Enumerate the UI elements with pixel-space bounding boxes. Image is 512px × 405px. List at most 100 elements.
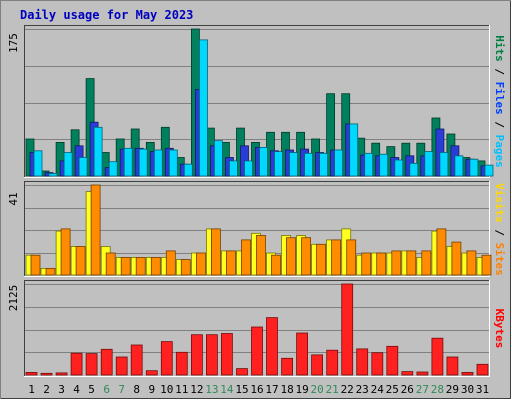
bar-sites-day-2 (45, 267, 56, 276)
bar-kbytes-day-14 (220, 333, 233, 376)
bar-pages-day-10 (168, 149, 178, 177)
bar-kbytes-day-26 (401, 371, 414, 376)
bar-kbytes-day-23 (356, 348, 369, 376)
bar-pages-day-13 (213, 140, 223, 177)
legend-item-visits: Visits (493, 183, 506, 223)
panel-legend: Visits / Sites (493, 183, 506, 276)
bar-pages-day-28 (439, 152, 449, 177)
bar-pages-day-16 (259, 146, 268, 177)
bar-sites-day-15 (241, 239, 251, 276)
bar-pages-day-7 (123, 147, 133, 177)
bar-pages-day-3 (63, 152, 73, 177)
panel-kbytes: 2125 KBytes (7, 280, 506, 377)
bar-kbytes-day-30 (461, 371, 474, 376)
x-tick-label-day-15: 15 (235, 383, 248, 396)
bar-sites-day-19 (301, 237, 312, 276)
x-tick-label-day-26: 26 (401, 383, 414, 396)
bar-sites-day-22 (346, 239, 357, 276)
bar-kbytes-day-8 (130, 344, 143, 376)
legend-item-sites: Sites (493, 243, 506, 276)
bar-pages-day-8 (138, 148, 148, 177)
bar-pages-day-20 (319, 152, 329, 177)
bar-kbytes-day-4 (70, 352, 83, 376)
bar-pages-day-6 (108, 161, 118, 177)
bar-pages-day-5 (93, 126, 103, 177)
x-tick-label-day-19: 19 (295, 383, 308, 396)
x-tick-label-day-25: 25 (386, 383, 399, 396)
bar-kbytes-day-17 (266, 317, 278, 376)
x-tick-label-day-18: 18 (280, 383, 293, 396)
x-tick-label-day-3: 3 (58, 383, 65, 396)
x-tick-label-day-1: 1 (28, 383, 35, 396)
bar-kbytes-day-27 (416, 371, 429, 376)
panel-legend: KBytes (493, 309, 506, 349)
bar-pages-day-27 (424, 151, 434, 177)
bar-pages-day-14 (228, 160, 238, 177)
x-tick-label-day-10: 10 (160, 383, 173, 396)
x-tick-label-day-14: 14 (220, 383, 234, 396)
bar-sites-day-20 (316, 243, 327, 276)
bar-pages-day-18 (289, 152, 298, 177)
panel-legend: Hits / Files / Pages (493, 35, 506, 168)
bar-pages-day-30 (469, 158, 479, 177)
x-axis-tick-labels: 1 2 3 4 5 6 7 8 9 10 11 12 13 14 15 16 17 18 19 20 21 22 23 24 2… (28, 383, 489, 396)
bar-kbytes-day-22 (341, 283, 354, 376)
legend-separator: / (493, 115, 506, 135)
bar-pages-day-9 (153, 149, 163, 177)
bar-sites-day-1 (30, 254, 41, 276)
x-tick-label-day-8: 8 (133, 383, 140, 396)
x-tick-label-day-30: 30 (461, 383, 474, 396)
bar-sites-day-5 (90, 184, 101, 276)
x-tick-label-day-11: 11 (175, 383, 188, 396)
x-tick-label-day-24: 24 (371, 383, 385, 396)
x-tick-label-day-31: 31 (476, 383, 489, 396)
x-tick-label-day-6: 6 (103, 383, 110, 396)
panel-pages-files-hits: 175 Hits / Files / Pages (7, 25, 506, 178)
bar-kbytes-day-13 (205, 334, 218, 376)
bar-kbytes-day-19 (296, 332, 309, 376)
bar-pages-day-24 (379, 153, 389, 177)
bar-sites-day-31 (481, 254, 492, 276)
bar-kbytes-day-16 (251, 326, 263, 376)
bar-sites-day-4 (75, 246, 86, 276)
x-tick-label-day-13: 13 (205, 383, 218, 396)
x-tick-label-day-16: 16 (250, 383, 263, 396)
bar-sites-day-16 (256, 235, 266, 276)
x-tick-label-day-5: 5 (88, 383, 95, 396)
bar-kbytes-day-6 (100, 348, 113, 376)
x-tick-label-day-28: 28 (431, 383, 444, 396)
chart-title: Daily usage for May 2023 (20, 8, 193, 22)
legend-text: Visits / Sites (493, 183, 506, 276)
y-axis-max-label: 2125 (7, 285, 20, 312)
bar-sites-day-29 (451, 241, 462, 276)
bar-kbytes-day-24 (371, 352, 384, 376)
bar-sites-day-28 (436, 228, 447, 276)
bar-kbytes-day-10 (160, 341, 173, 376)
legend-item-files: Files (493, 82, 506, 115)
bar-sites-day-21 (331, 239, 342, 276)
bar-pages-day-29 (454, 155, 464, 177)
x-tick-label-day-29: 29 (446, 383, 459, 396)
bar-pages-day-4 (78, 157, 88, 177)
x-tick-label-day-4: 4 (73, 383, 80, 396)
bar-kbytes-day-31 (476, 363, 489, 376)
x-tick-label-day-22: 22 (341, 383, 354, 396)
x-tick-label-day-27: 27 (416, 383, 429, 396)
bar-pages-day-21 (334, 149, 344, 177)
legend-item-kbytes: KBytes (493, 309, 506, 349)
bar-kbytes-day-7 (115, 356, 128, 376)
bar-pages-day-15 (244, 160, 253, 177)
legend-separator: / (493, 223, 506, 243)
x-tick-label-day-23: 23 (356, 383, 369, 396)
legend-text: Hits / Files / Pages (493, 35, 506, 168)
bar-pages-day-25 (394, 159, 404, 177)
bar-kbytes-day-2 (40, 372, 53, 376)
bar-kbytes-day-29 (446, 356, 459, 376)
legend-text: KBytes (493, 309, 506, 349)
bar-kbytes-day-1 (25, 371, 38, 376)
bar-sites-day-10 (165, 250, 176, 276)
bar-kbytes-day-15 (236, 368, 248, 376)
bar-sites-day-18 (286, 237, 296, 276)
bar-pages-day-23 (364, 152, 374, 177)
